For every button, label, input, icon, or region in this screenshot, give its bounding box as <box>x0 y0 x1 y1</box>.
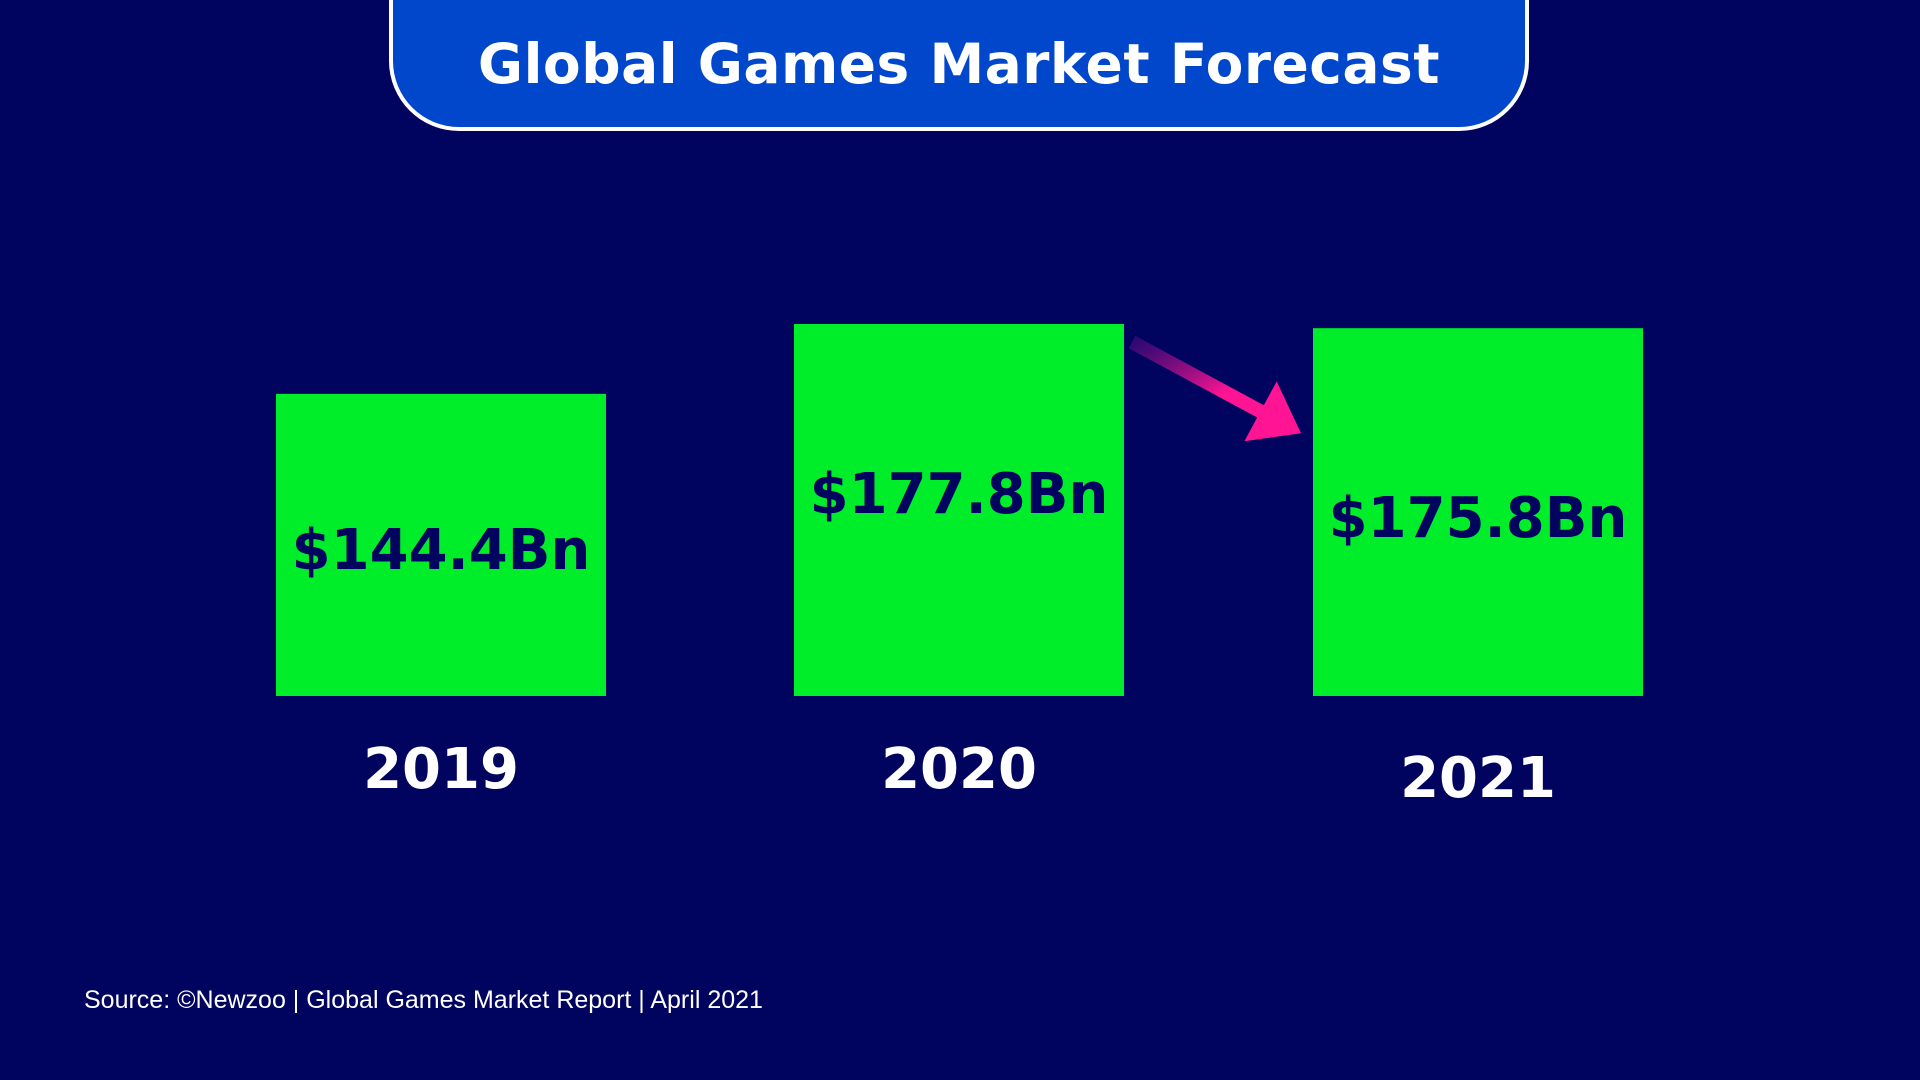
bar-2020 <box>794 324 1124 696</box>
source-note: Source: ©Newzoo | Global Games Market Re… <box>84 986 763 1014</box>
data-label-2020: $177.8Bn <box>810 462 1109 527</box>
bar-2019 <box>276 393 606 696</box>
category-label-2019: 2019 <box>363 737 519 802</box>
bar-2021 <box>1313 328 1643 696</box>
title-banner: Global Games Market Forecast <box>389 0 1529 131</box>
chart-title: Global Games Market Forecast <box>477 31 1441 96</box>
category-label-2021: 2021 <box>1400 746 1556 811</box>
trend-arrow-icon <box>1128 335 1301 442</box>
category-label-2020: 2020 <box>881 737 1037 802</box>
data-label-2019: $144.4Bn <box>292 518 591 583</box>
data-label-2021: $175.8Bn <box>1329 486 1628 551</box>
